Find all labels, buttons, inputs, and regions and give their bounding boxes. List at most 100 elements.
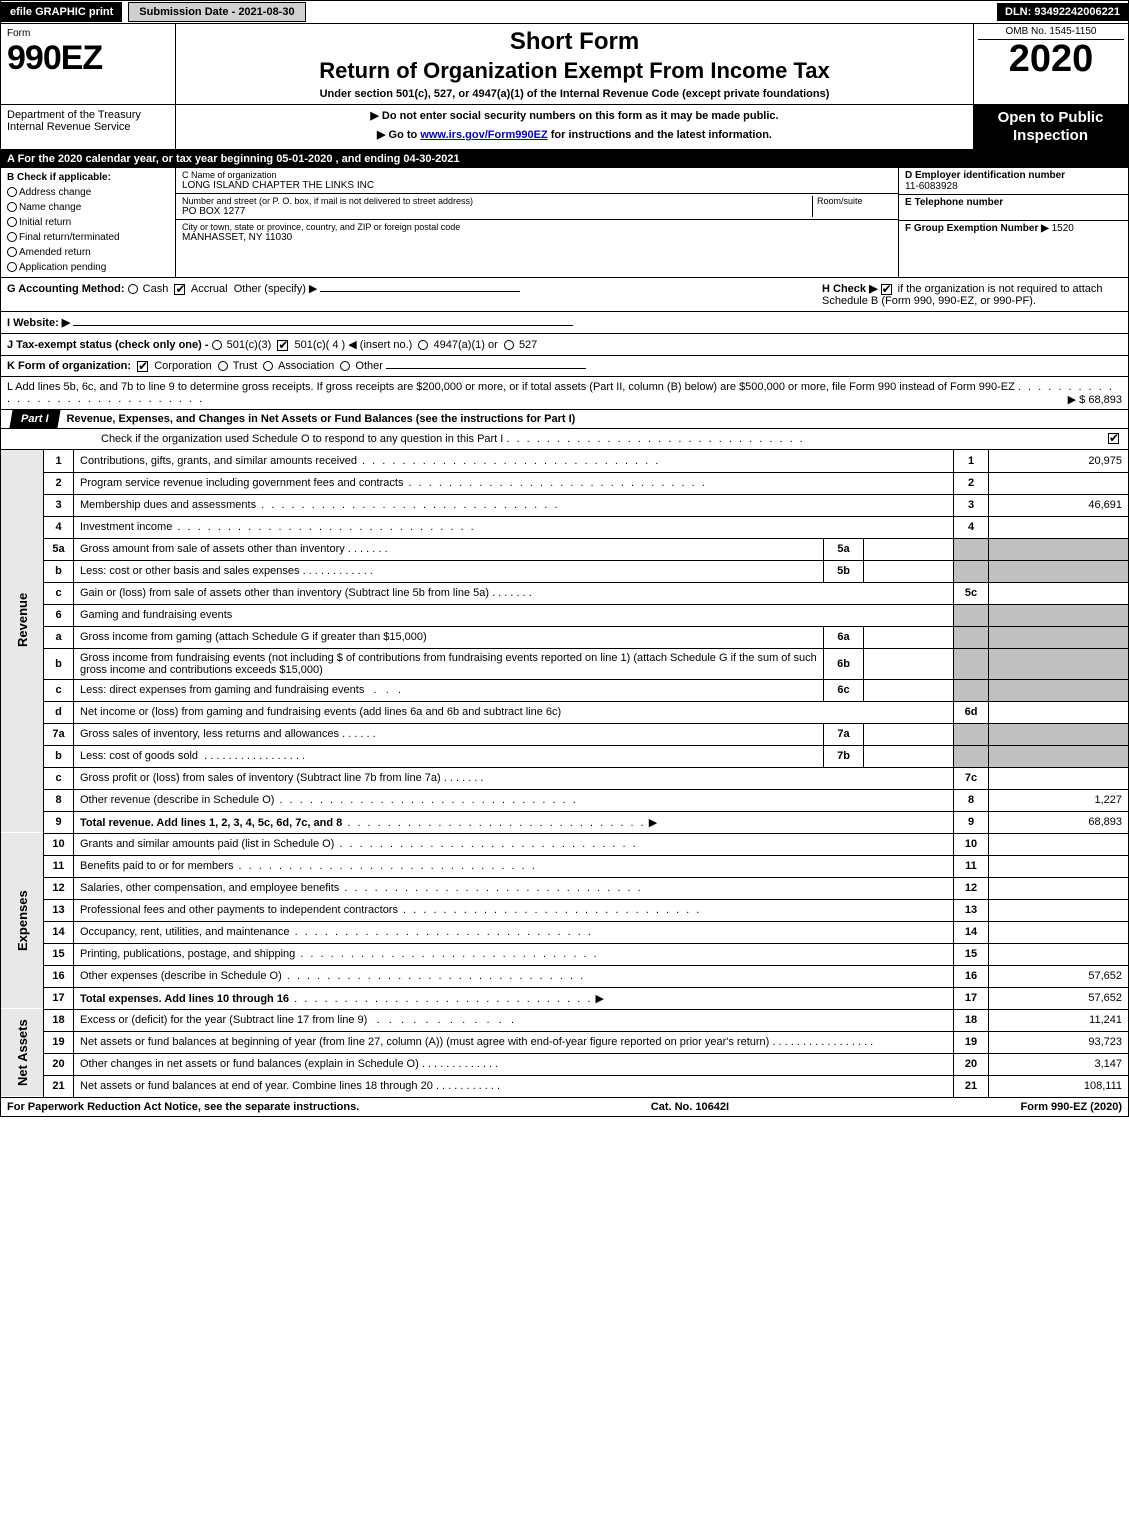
- sub-label: 6a: [824, 626, 864, 648]
- g-other-field[interactable]: [320, 291, 520, 292]
- line-num: 18: [44, 1009, 74, 1031]
- grey-cell: [989, 604, 1129, 626]
- part1-check-o[interactable]: [1108, 433, 1119, 444]
- open-to-public: Open to Public Inspection: [973, 105, 1128, 149]
- addr-value: PO BOX 1277: [182, 206, 812, 217]
- cb-amended-return[interactable]: Amended return: [7, 245, 169, 260]
- header-second-row: Department of the Treasury Internal Reve…: [0, 105, 1129, 150]
- line-num: c: [44, 767, 74, 789]
- footer-mid: Cat. No. 10642I: [651, 1101, 729, 1113]
- line-desc: Salaries, other compensation, and employ…: [74, 877, 954, 899]
- col-num: 1: [954, 450, 989, 472]
- l-value: ▶ $ 68,893: [1068, 393, 1122, 406]
- efile-print-button[interactable]: efile GRAPHIC print: [1, 2, 122, 22]
- g-cash-radio[interactable]: [128, 284, 138, 294]
- cb-initial-return[interactable]: Initial return: [7, 215, 169, 230]
- col-val: [989, 701, 1129, 723]
- footer-left: For Paperwork Reduction Act Notice, see …: [7, 1101, 359, 1113]
- grey-cell: [954, 745, 989, 767]
- org-name-address: C Name of organization LONG ISLAND CHAPT…: [176, 168, 898, 277]
- line-desc: Net income or (loss) from gaming and fun…: [74, 701, 954, 723]
- k-trust-radio[interactable]: [218, 361, 228, 371]
- line-num: 17: [44, 987, 74, 1009]
- col-val: 11,241: [989, 1009, 1129, 1031]
- line-desc: Less: direct expenses from gaming and fu…: [74, 679, 824, 701]
- form-header: Form 990EZ Short Form Return of Organiza…: [0, 24, 1129, 105]
- room-label: Room/suite: [817, 196, 892, 206]
- sub-label: 6b: [824, 648, 864, 679]
- grey-cell: [989, 648, 1129, 679]
- part1-tab: Part I: [9, 410, 60, 428]
- line-desc: Gross sales of inventory, less returns a…: [74, 723, 824, 745]
- line-num: 4: [44, 516, 74, 538]
- col-val: [989, 899, 1129, 921]
- part1-title: Revenue, Expenses, and Changes in Net As…: [59, 413, 1128, 425]
- table-row: 21 Net assets or fund balances at end of…: [1, 1075, 1129, 1097]
- col-val: 46,691: [989, 494, 1129, 516]
- col-num: 15: [954, 943, 989, 965]
- line-desc: Grants and similar amounts paid (list in…: [74, 833, 954, 855]
- l-text: L Add lines 5b, 6c, and 7b to line 9 to …: [7, 381, 1015, 393]
- table-row: 4 Investment income 4: [1, 516, 1129, 538]
- dln-label: DLN: 93492242006221: [997, 3, 1128, 21]
- line-num: 14: [44, 921, 74, 943]
- table-row: 19 Net assets or fund balances at beginn…: [1, 1031, 1129, 1053]
- top-bar: efile GRAPHIC print Submission Date - 20…: [0, 0, 1129, 24]
- line-desc: Contributions, gifts, grants, and simila…: [74, 450, 954, 472]
- line-num: 1: [44, 450, 74, 472]
- k-assoc-radio[interactable]: [263, 361, 273, 371]
- j-501c3-radio[interactable]: [212, 340, 222, 350]
- k-other-radio[interactable]: [340, 361, 350, 371]
- cb-application-pending[interactable]: Application pending: [7, 260, 169, 275]
- submission-date-button[interactable]: Submission Date - 2021-08-30: [128, 2, 305, 22]
- line-num: 12: [44, 877, 74, 899]
- k-other-field[interactable]: [386, 368, 586, 369]
- j-527-radio[interactable]: [504, 340, 514, 350]
- i-website-field[interactable]: [73, 325, 573, 326]
- line-num: d: [44, 701, 74, 723]
- cb-address-change[interactable]: Address change: [7, 185, 169, 200]
- line-desc: Net assets or fund balances at end of ye…: [74, 1075, 954, 1097]
- grey-cell: [954, 648, 989, 679]
- k-corp-label: Corporation: [154, 360, 211, 372]
- table-row: 13 Professional fees and other payments …: [1, 899, 1129, 921]
- table-row: d Net income or (loss) from gaming and f…: [1, 701, 1129, 723]
- sub-val: [864, 723, 954, 745]
- col-val: [989, 516, 1129, 538]
- revenue-side-label: Revenue: [1, 450, 44, 789]
- department-label: Department of the Treasury Internal Reve…: [1, 105, 176, 149]
- i-website-row: I Website: ▶: [0, 312, 1129, 334]
- line-desc: Benefits paid to or for members: [74, 855, 954, 877]
- line-num: b: [44, 745, 74, 767]
- line-desc: Less: cost or other basis and sales expe…: [74, 560, 824, 582]
- col-num: 12: [954, 877, 989, 899]
- col-num: 5c: [954, 582, 989, 604]
- sub-val: [864, 648, 954, 679]
- h-label: H Check ▶: [822, 283, 878, 295]
- irs-link[interactable]: www.irs.gov/Form990EZ: [420, 129, 547, 141]
- table-row: b Less: cost or other basis and sales ex…: [1, 560, 1129, 582]
- line-num: 6: [44, 604, 74, 626]
- line-num: a: [44, 626, 74, 648]
- page-footer: For Paperwork Reduction Act Notice, see …: [0, 1098, 1129, 1117]
- line-desc: Program service revenue including govern…: [74, 472, 954, 494]
- k-corp-check[interactable]: [137, 361, 148, 372]
- col-num: 3: [954, 494, 989, 516]
- line-desc: Gross profit or (loss) from sales of inv…: [74, 767, 954, 789]
- sub-label: 6c: [824, 679, 864, 701]
- k-label: K Form of organization:: [7, 360, 131, 372]
- j-501c4-check[interactable]: [277, 340, 288, 351]
- j-527-label: 527: [519, 339, 537, 351]
- j-4947-radio[interactable]: [418, 340, 428, 350]
- line-desc: Occupancy, rent, utilities, and maintena…: [74, 921, 954, 943]
- cb-final-return[interactable]: Final return/terminated: [7, 230, 169, 245]
- col-val: [989, 472, 1129, 494]
- line-num: c: [44, 582, 74, 604]
- g-accrual-check[interactable]: [174, 284, 185, 295]
- h-checkbox[interactable]: [881, 284, 892, 295]
- c-city-row: City or town, state or province, country…: [176, 220, 898, 246]
- col-num: 13: [954, 899, 989, 921]
- sub-val: [864, 626, 954, 648]
- cb-name-change[interactable]: Name change: [7, 200, 169, 215]
- line-desc: Gross income from fundraising events (no…: [74, 648, 824, 679]
